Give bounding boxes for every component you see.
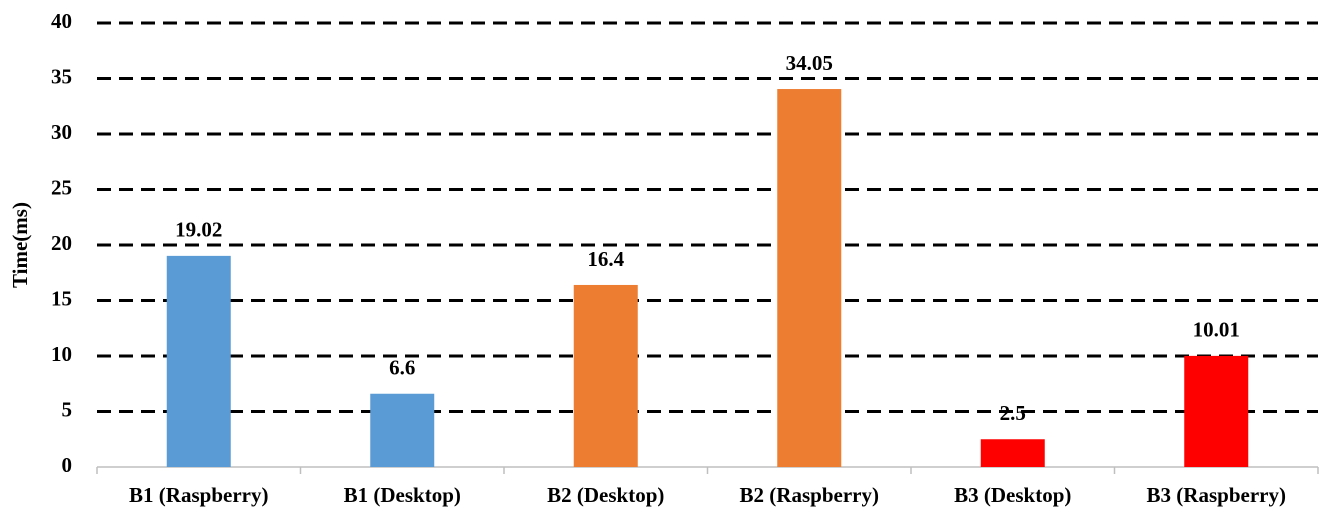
bar xyxy=(1184,355,1249,467)
data-label: 10.01 xyxy=(1193,318,1240,342)
data-label: 34.05 xyxy=(786,51,833,75)
y-tick-label: 40 xyxy=(51,9,72,33)
data-label: 2.5 xyxy=(1000,401,1026,425)
y-tick-label: 15 xyxy=(51,286,72,310)
bar xyxy=(370,393,435,467)
x-tick-label: B3 (Desktop) xyxy=(954,483,1071,507)
y-tick-label: 10 xyxy=(51,342,72,366)
y-tick-label: 30 xyxy=(51,120,72,144)
x-tick-label: B3 (Raspberry) xyxy=(1147,483,1286,507)
x-tick-label: B2 (Raspberry) xyxy=(740,483,879,507)
data-label: 6.6 xyxy=(389,356,415,380)
bar xyxy=(573,284,638,467)
x-tick-label: B2 (Desktop) xyxy=(547,483,664,507)
y-tick-label: 20 xyxy=(51,231,72,255)
data-label: 16.4 xyxy=(587,247,624,271)
bar xyxy=(166,255,231,467)
bar xyxy=(777,89,842,468)
y-tick-label: 25 xyxy=(51,175,72,199)
x-tick-label: B1 (Raspberry) xyxy=(129,483,268,507)
y-tick-label: 5 xyxy=(62,397,73,421)
x-tick-label: B1 (Desktop) xyxy=(344,483,461,507)
y-tick-label: 0 xyxy=(62,453,73,477)
y-tick-label: 35 xyxy=(51,64,72,88)
data-label: 19.02 xyxy=(175,218,222,242)
y-axis-label: Time(ms) xyxy=(8,202,32,288)
bar xyxy=(980,439,1045,467)
